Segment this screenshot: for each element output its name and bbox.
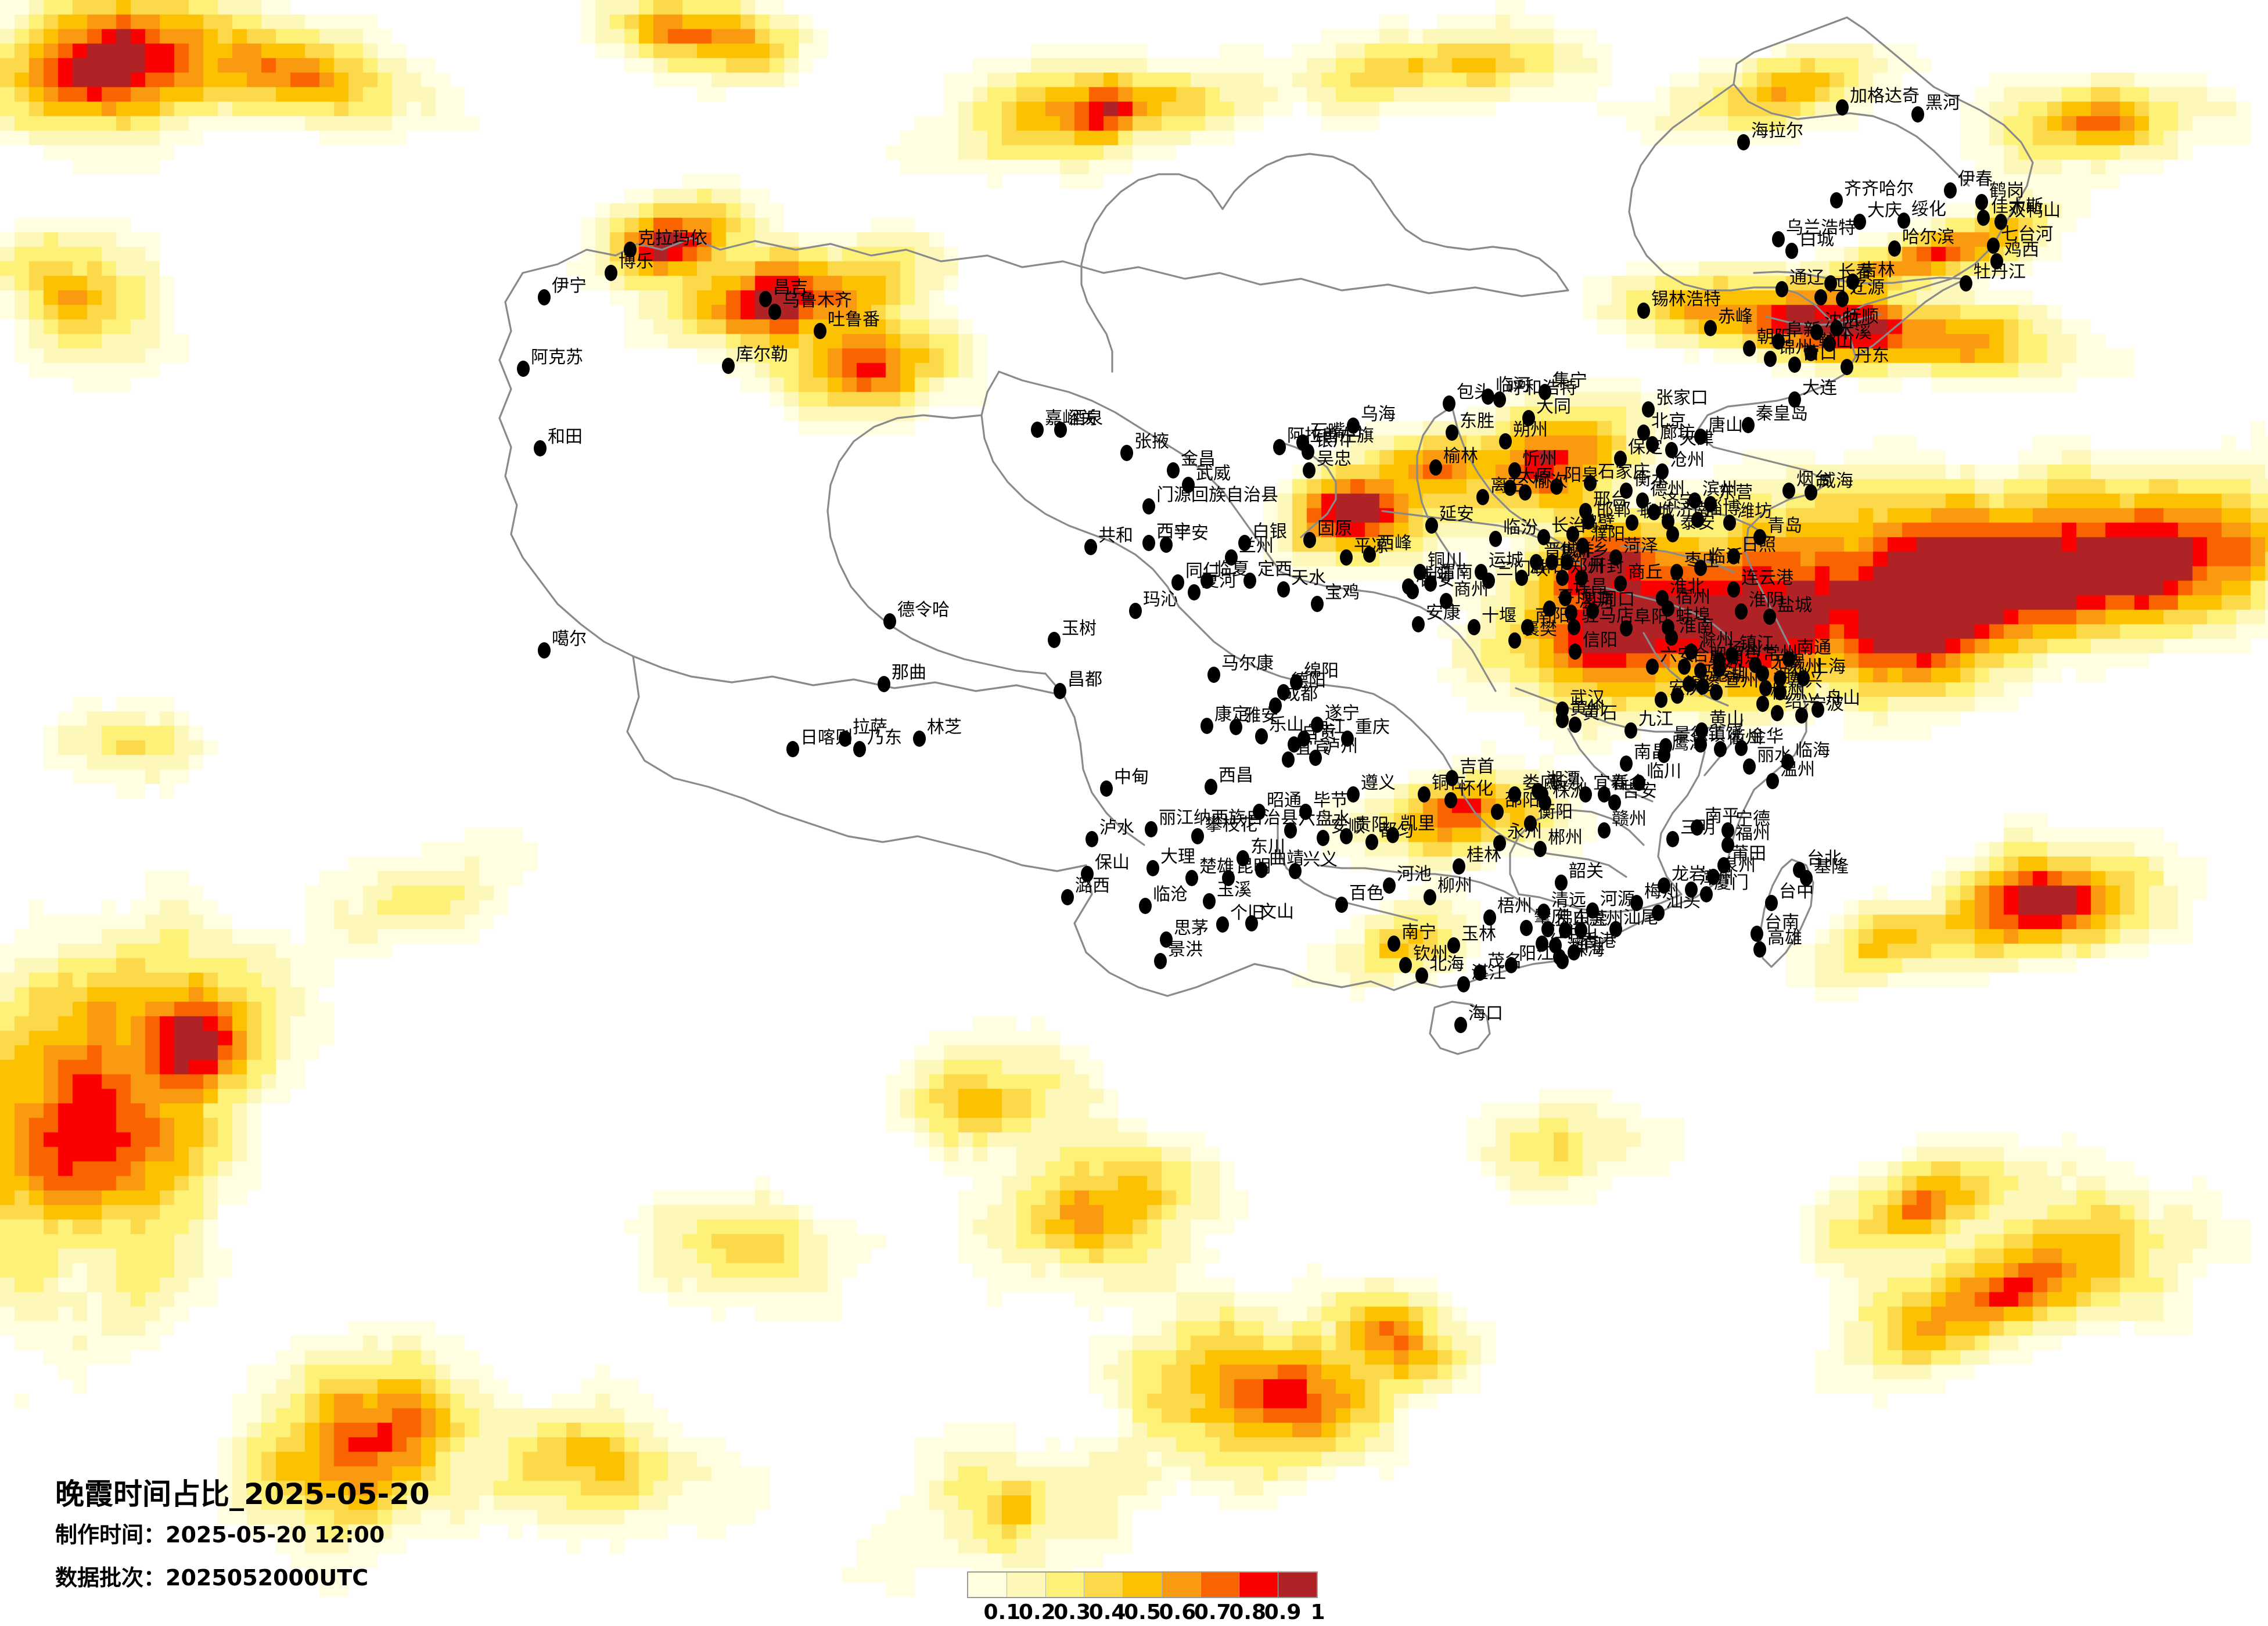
colorbar-band-5 — [1162, 1573, 1201, 1597]
province-border — [1567, 728, 1654, 803]
title-block: 晚霞时间占比_2025-05-20 制作时间：2025-05-20 12:00 … — [55, 1478, 430, 1591]
province-border — [1733, 16, 1970, 187]
province-border — [1317, 864, 1543, 919]
province-border — [1105, 173, 1224, 210]
province-border — [498, 272, 692, 678]
data-batch-label: 数据批次： — [55, 1565, 166, 1591]
province-border — [1657, 728, 1706, 895]
province-border — [1509, 809, 1645, 895]
province-border — [998, 370, 1282, 573]
production-time-row: 制作时间：2025-05-20 12:00 — [55, 1522, 430, 1548]
colorbar-tick: 0.4 — [1088, 1600, 1126, 1624]
province-border — [1416, 481, 1831, 988]
colorbar-tick: 1 — [1310, 1600, 1325, 1624]
colorbar-legend: 0.1 0.2 0.3 0.4 0.5 0.6 0.7 0.8 0.9 1 — [967, 1571, 1325, 1626]
colorbar-tick: 0.9 — [1264, 1600, 1302, 1624]
province-border — [1080, 205, 1113, 373]
colorbar-band-0 — [968, 1573, 1007, 1597]
province-border — [522, 237, 1569, 297]
province-border — [1410, 719, 1627, 878]
province-border — [1759, 858, 1814, 968]
province-border — [980, 370, 1180, 608]
colorbar-tick: 0.3 — [1054, 1600, 1091, 1624]
province-border — [1381, 510, 1584, 567]
province-border — [690, 675, 1058, 695]
data-batch-value: 2025052000UTC — [166, 1565, 369, 1591]
colorbar-band-8 — [1278, 1573, 1317, 1597]
colorbar-band-1 — [1007, 1573, 1046, 1597]
data-batch-row: 数据批次：2025052000UTC — [55, 1565, 430, 1591]
production-time-value: 2025-05-20 12:00 — [166, 1522, 385, 1548]
province-border — [1073, 864, 1314, 997]
colorbar-tick: 0.1 — [983, 1600, 1021, 1624]
province-border — [1642, 632, 1729, 707]
colorbar-tick: 0.7 — [1194, 1600, 1231, 1624]
province-border — [1515, 687, 1726, 733]
province-border — [1311, 980, 1418, 991]
province-border — [1837, 16, 2034, 321]
colorbar-tick: 0.6 — [1159, 1600, 1196, 1624]
province-border — [1764, 312, 1883, 326]
page-title: 晚霞时间占比_2025-05-20 — [55, 1477, 430, 1511]
colorbar-tick: 0.2 — [1018, 1600, 1056, 1624]
province-border — [1637, 507, 1770, 538]
province-border — [1178, 606, 1412, 721]
production-time-label: 制作时间： — [55, 1522, 166, 1548]
province-border — [1753, 271, 1964, 285]
province-border — [1695, 318, 1857, 483]
province-border — [1221, 153, 1569, 292]
colorbar-band-2 — [1045, 1573, 1085, 1597]
colorbar-swatches — [967, 1571, 1318, 1598]
colorbar-tick: 0.5 — [1124, 1600, 1161, 1624]
colorbar-band-7 — [1239, 1573, 1279, 1597]
colorbar-band-3 — [1084, 1573, 1124, 1597]
colorbar-band-6 — [1201, 1573, 1240, 1597]
province-border — [1279, 571, 1497, 692]
province-border — [626, 655, 1087, 872]
colorbar-ticks: 0.1 0.2 0.3 0.4 0.5 0.6 0.7 0.8 0.9 1 — [967, 1600, 1325, 1626]
province-border — [1277, 823, 1418, 922]
colorbar-tick: 0.8 — [1229, 1600, 1267, 1624]
province-border — [1429, 1001, 1491, 1055]
province-border — [1599, 585, 1732, 640]
province-border — [1854, 280, 1961, 358]
province-border — [1518, 893, 1683, 913]
colorbar-band-4 — [1123, 1573, 1162, 1597]
province-border — [1451, 405, 1572, 550]
province-border — [1619, 545, 1735, 573]
province-border — [826, 414, 1047, 675]
province-border — [1277, 440, 1337, 538]
province-border — [1416, 405, 1465, 576]
province-border — [1044, 672, 1145, 846]
